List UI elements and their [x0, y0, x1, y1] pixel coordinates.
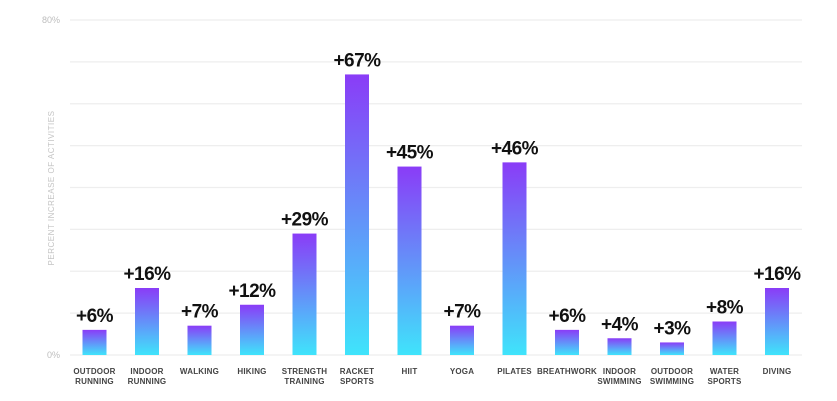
value-label: +46%: [491, 138, 539, 159]
value-label: +67%: [333, 50, 381, 71]
bar: [765, 288, 789, 355]
value-label: +4%: [601, 314, 639, 335]
y-tick-label: 80%: [42, 15, 60, 25]
category-label: RACKET: [340, 367, 375, 376]
category-label: DIVING: [763, 367, 792, 376]
category-label: SWIMMING: [650, 377, 694, 386]
category-label: OUTDOOR: [651, 367, 693, 376]
value-label: +6%: [76, 306, 114, 327]
bar: [555, 329, 579, 355]
value-label: +7%: [181, 302, 219, 323]
bar: [345, 74, 369, 355]
category-label: WATER: [710, 367, 739, 376]
bar: [240, 304, 264, 355]
bar: [82, 329, 107, 355]
value-label: +29%: [281, 210, 329, 231]
category-label: SPORTS: [340, 377, 375, 386]
bar: [660, 342, 684, 355]
bar: [712, 321, 737, 355]
category-label: HIIT: [402, 367, 418, 376]
value-label: +7%: [443, 302, 481, 323]
category-label: TRAINING: [284, 377, 324, 386]
category-label: WALKING: [180, 367, 219, 376]
category-label: STRENGTH: [282, 367, 328, 376]
value-label: +8%: [706, 298, 744, 319]
value-label: +16%: [123, 264, 171, 285]
category-label: OUTDOOR: [73, 367, 115, 376]
value-label: +6%: [548, 306, 586, 327]
category-label: RUNNING: [128, 377, 167, 386]
category-label: INDOOR: [130, 367, 163, 376]
category-label: PILATES: [497, 367, 532, 376]
bar: [607, 338, 632, 355]
bar: [502, 162, 527, 355]
category-label: RUNNING: [75, 377, 114, 386]
bar: [292, 233, 317, 355]
y-axis-label: PERCENT INCREASE OF ACTIVITIES: [47, 111, 56, 266]
y-tick-label: 0%: [47, 350, 60, 360]
value-label: +3%: [653, 318, 691, 339]
value-label: +12%: [228, 281, 276, 302]
category-label: YOGA: [450, 367, 474, 376]
bar: [135, 288, 159, 355]
bar: [397, 166, 422, 355]
category-label: INDOOR: [603, 367, 636, 376]
value-label: +16%: [753, 264, 801, 285]
category-label: HIKING: [237, 367, 266, 376]
category-label: SPORTS: [707, 377, 742, 386]
category-label: SWIMMING: [597, 377, 641, 386]
value-label: +45%: [386, 143, 434, 164]
bar: [187, 325, 212, 355]
category-label: BREATHWORK: [537, 367, 597, 376]
bar: [450, 325, 474, 355]
